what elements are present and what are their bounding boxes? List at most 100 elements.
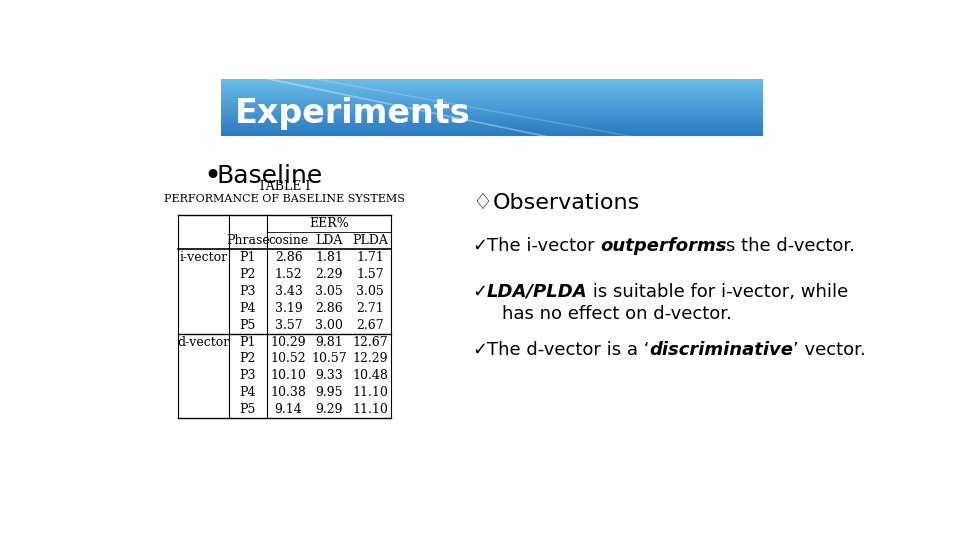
Text: P2: P2 xyxy=(240,268,256,281)
Text: 10.48: 10.48 xyxy=(352,369,388,382)
Bar xyxy=(221,91,763,92)
Bar xyxy=(221,83,763,84)
Bar xyxy=(221,132,763,133)
Text: 1.52: 1.52 xyxy=(275,268,302,281)
Text: 9.14: 9.14 xyxy=(275,403,302,416)
Text: ✓: ✓ xyxy=(472,237,488,255)
Bar xyxy=(221,115,763,116)
Bar xyxy=(221,87,763,88)
Bar xyxy=(221,99,763,100)
Bar xyxy=(221,130,763,131)
Bar xyxy=(221,122,763,123)
Bar xyxy=(221,88,763,89)
Text: is suitable for i-vector, while: is suitable for i-vector, while xyxy=(588,283,849,301)
Bar xyxy=(221,133,763,134)
Text: Phrase: Phrase xyxy=(226,234,270,247)
Text: P4: P4 xyxy=(240,302,256,315)
Text: 2.67: 2.67 xyxy=(356,319,384,332)
Text: cosine: cosine xyxy=(269,234,309,247)
Bar xyxy=(221,94,763,95)
Bar xyxy=(221,109,763,110)
Text: 10.38: 10.38 xyxy=(271,386,306,399)
Text: P1: P1 xyxy=(240,251,256,264)
Bar xyxy=(221,89,763,90)
Text: TABLE I: TABLE I xyxy=(258,180,311,193)
Text: P5: P5 xyxy=(240,319,256,332)
Text: ’ vector.: ’ vector. xyxy=(793,341,866,359)
Bar xyxy=(221,107,763,108)
Bar xyxy=(221,82,763,83)
Bar xyxy=(221,106,763,107)
Text: 3.05: 3.05 xyxy=(316,285,343,298)
Text: Baseline: Baseline xyxy=(216,165,323,188)
Text: 10.57: 10.57 xyxy=(311,353,348,366)
Text: 2.71: 2.71 xyxy=(356,302,384,315)
Bar xyxy=(221,127,763,128)
Bar xyxy=(221,93,763,94)
Text: 10.52: 10.52 xyxy=(271,353,306,366)
Bar xyxy=(221,136,763,137)
Text: has no effect on d-vector.: has no effect on d-vector. xyxy=(502,305,732,322)
Text: 10.10: 10.10 xyxy=(271,369,306,382)
Bar xyxy=(221,81,763,82)
Text: 9.29: 9.29 xyxy=(316,403,343,416)
Bar xyxy=(221,105,763,106)
Bar xyxy=(221,113,763,114)
Text: 11.10: 11.10 xyxy=(352,386,388,399)
Bar xyxy=(221,134,763,135)
Text: 10.29: 10.29 xyxy=(271,335,306,348)
Bar xyxy=(221,111,763,112)
Bar xyxy=(221,114,763,115)
Text: Experiments: Experiments xyxy=(234,97,470,130)
Text: d-vector: d-vector xyxy=(178,335,229,348)
Text: i-vector: i-vector xyxy=(180,251,228,264)
Bar xyxy=(221,126,763,127)
Text: 9.81: 9.81 xyxy=(316,335,343,348)
Text: 2.86: 2.86 xyxy=(275,251,302,264)
Bar xyxy=(221,85,763,86)
Text: 2.86: 2.86 xyxy=(316,302,343,315)
Text: 3.43: 3.43 xyxy=(275,285,302,298)
Text: PERFORMANCE OF BASELINE SYSTEMS: PERFORMANCE OF BASELINE SYSTEMS xyxy=(164,194,405,204)
Text: The i-vector: The i-vector xyxy=(487,237,600,255)
Text: discriminative: discriminative xyxy=(649,341,793,359)
Text: ♢: ♢ xyxy=(472,193,492,213)
Bar xyxy=(221,80,763,81)
Text: 3.00: 3.00 xyxy=(315,319,343,332)
Bar xyxy=(221,79,763,80)
Bar xyxy=(221,112,763,113)
Bar xyxy=(221,117,763,118)
Bar xyxy=(221,100,763,101)
Text: PLDA: PLDA xyxy=(352,234,388,247)
Text: •: • xyxy=(204,162,222,191)
Bar xyxy=(221,97,763,98)
Text: 3.05: 3.05 xyxy=(356,285,384,298)
Bar xyxy=(221,92,763,93)
Text: outperforms: outperforms xyxy=(600,237,727,255)
Text: P3: P3 xyxy=(240,369,256,382)
Text: 9.95: 9.95 xyxy=(316,386,343,399)
Text: 12.29: 12.29 xyxy=(352,353,388,366)
Text: 9.33: 9.33 xyxy=(316,369,343,382)
Text: The d-vector is a ‘: The d-vector is a ‘ xyxy=(487,341,649,359)
Text: P1: P1 xyxy=(240,335,256,348)
Bar xyxy=(221,102,763,103)
Bar xyxy=(221,103,763,104)
Text: ✓: ✓ xyxy=(472,283,488,301)
Bar xyxy=(221,123,763,124)
Bar xyxy=(221,90,763,91)
Bar xyxy=(221,95,763,96)
Bar xyxy=(221,119,763,120)
Bar xyxy=(221,120,763,122)
Text: P4: P4 xyxy=(240,386,256,399)
Bar xyxy=(221,108,763,109)
Text: 12.67: 12.67 xyxy=(352,335,388,348)
Bar xyxy=(221,101,763,102)
Text: 3.19: 3.19 xyxy=(275,302,302,315)
Bar xyxy=(221,124,763,125)
Text: P3: P3 xyxy=(240,285,256,298)
Bar xyxy=(221,135,763,136)
Text: 1.81: 1.81 xyxy=(315,251,343,264)
Bar xyxy=(221,96,763,97)
Text: EER%: EER% xyxy=(309,217,349,230)
